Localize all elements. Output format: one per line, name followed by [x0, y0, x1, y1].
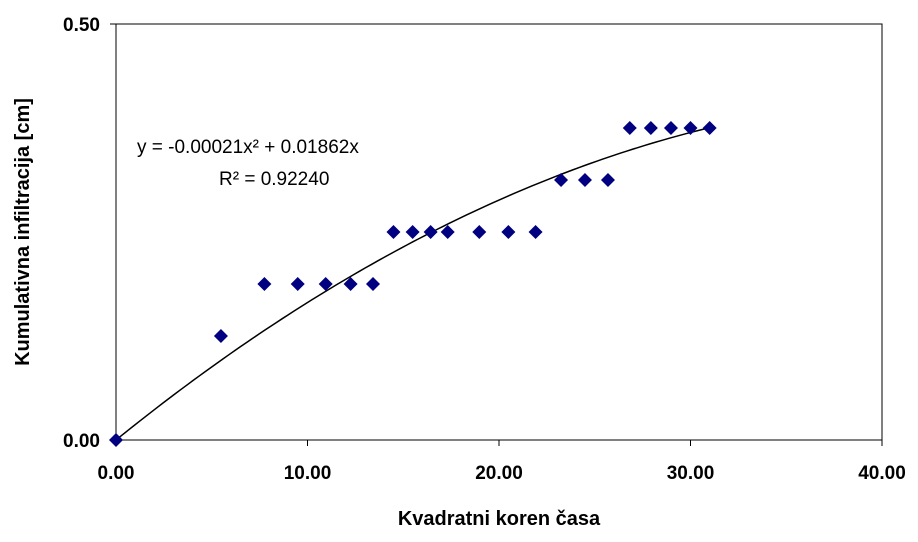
data-point	[365, 277, 380, 291]
data-point	[622, 121, 637, 135]
y-tick-label: 0.00	[63, 431, 100, 452]
tick-layer: 0.00 10.00 20.00 30.00 40.00 0.00 0.50	[63, 15, 906, 484]
data-point	[213, 329, 228, 343]
data-point	[440, 225, 455, 239]
data-point	[577, 173, 592, 187]
x-tick-label: 10.00	[284, 463, 332, 484]
r-squared-label: R² = 0.92240	[219, 169, 329, 190]
data-point	[109, 433, 123, 447]
trendline	[115, 126, 710, 441]
data-point	[423, 225, 438, 239]
data-point	[702, 121, 717, 135]
data-point	[257, 277, 272, 291]
data-point	[554, 173, 569, 187]
y-axis-title: Kumulativna infiltracija [cm]	[12, 98, 34, 366]
x-tick-label: 20.00	[475, 463, 523, 484]
x-tick-label: 0.00	[98, 463, 135, 484]
data-point	[386, 225, 401, 239]
x-tick-label: 40.00	[858, 463, 906, 484]
plot-area	[115, 23, 883, 441]
data-point	[405, 225, 420, 239]
data-points	[109, 121, 717, 447]
data-point	[643, 121, 658, 135]
y-tick-label: 0.50	[63, 15, 100, 36]
data-point	[290, 277, 305, 291]
data-point	[528, 225, 543, 239]
data-point	[683, 121, 698, 135]
data-point	[501, 225, 516, 239]
data-point	[318, 277, 333, 291]
data-point	[663, 121, 678, 135]
data-point	[343, 277, 358, 291]
x-tick-label: 30.00	[667, 463, 715, 484]
trendline-equation: y = -0.00021x² + 0.01862x	[137, 137, 359, 158]
data-point	[472, 225, 487, 239]
x-axis-title: Kvadratni koren časa	[398, 508, 601, 530]
data-point	[600, 173, 615, 187]
